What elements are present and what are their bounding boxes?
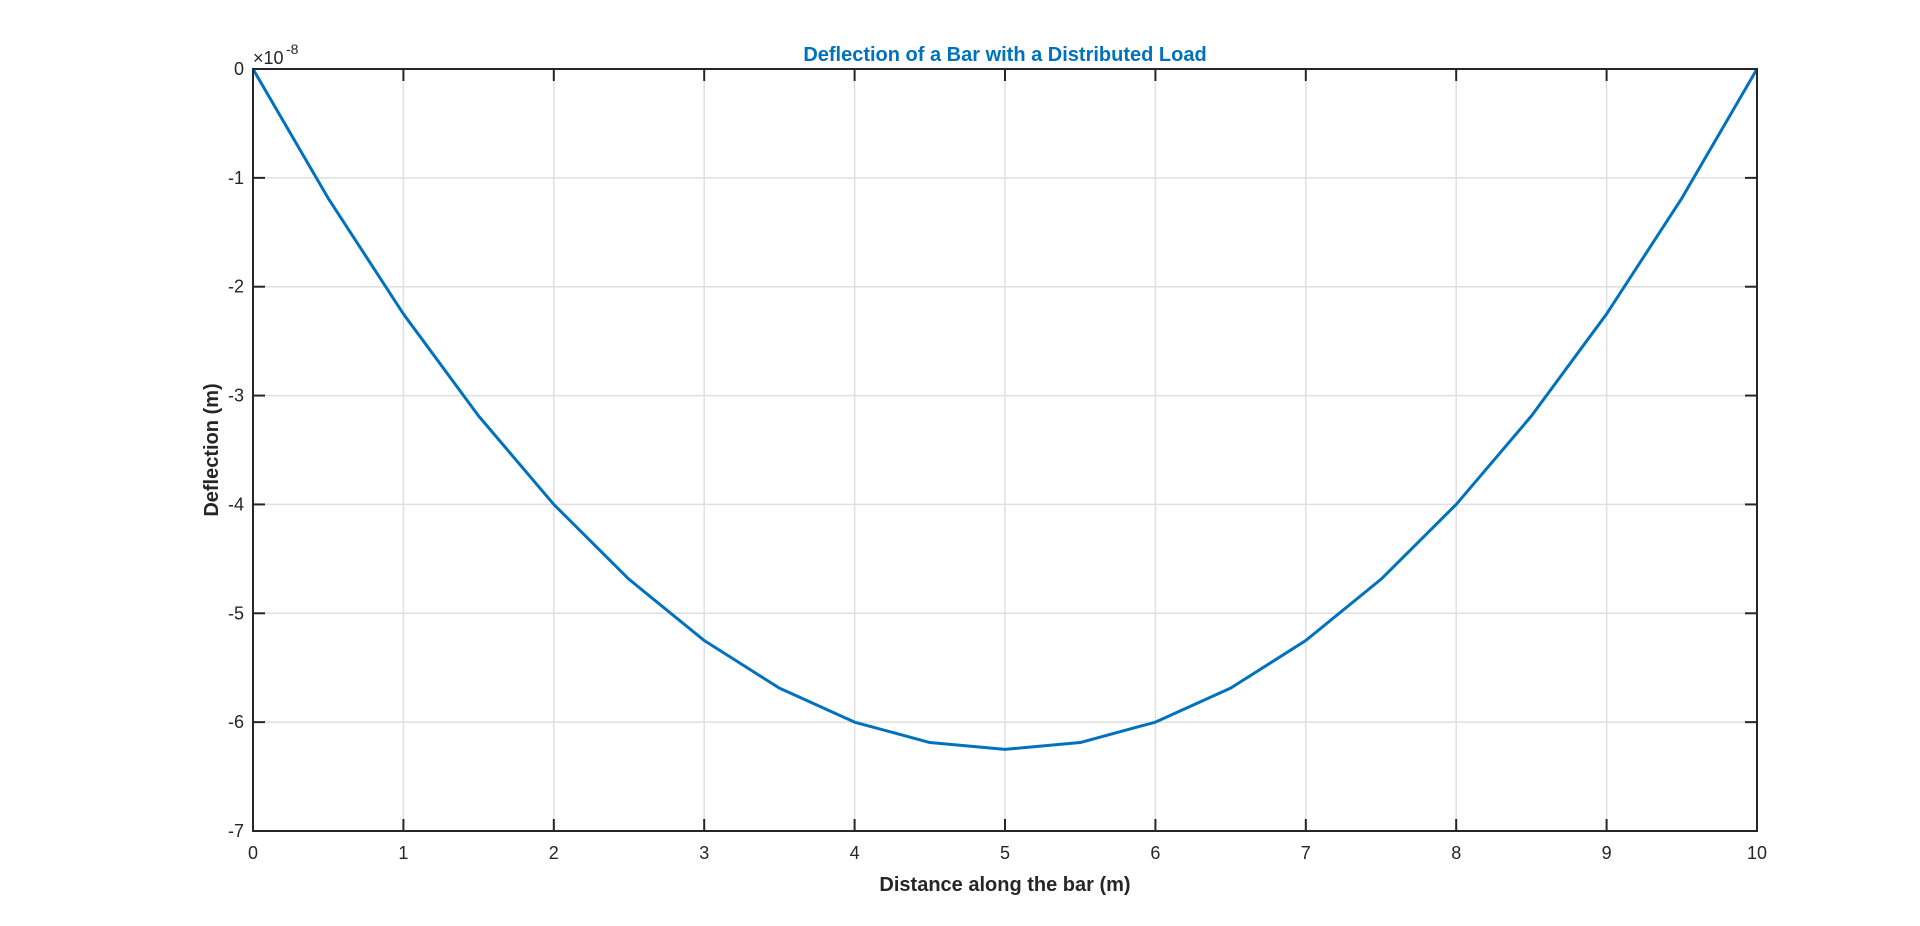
x-tick-label: 3 xyxy=(699,843,709,863)
y-tick-label: -6 xyxy=(228,712,244,732)
x-tick-label: 8 xyxy=(1451,843,1461,863)
y-tick-label: -5 xyxy=(228,603,244,623)
x-tick-label: 0 xyxy=(248,843,258,863)
x-tick-label: 2 xyxy=(549,843,559,863)
chart-title: Deflection of a Bar with a Distributed L… xyxy=(803,44,1206,66)
y-tick-label: -2 xyxy=(228,277,244,297)
x-tick-label: 6 xyxy=(1150,843,1160,863)
y-tick-label: -4 xyxy=(228,494,244,514)
y-axis-label: Deflection (m) xyxy=(201,383,223,516)
x-tick-label: 1 xyxy=(398,843,408,863)
y-tick-label: -1 xyxy=(228,168,244,188)
y-exponent-power: -8 xyxy=(286,41,299,57)
grid-layer xyxy=(253,69,1757,831)
y-exponent-label: ×10 -8 xyxy=(253,41,299,68)
x-tick-label: 10 xyxy=(1747,843,1767,863)
y-tick-label: -3 xyxy=(228,386,244,406)
y-exponent-base: ×10 xyxy=(253,48,284,68)
y-tick-label: -7 xyxy=(228,821,244,841)
x-tick-label: 5 xyxy=(1000,843,1010,863)
x-tick-label: 4 xyxy=(850,843,860,863)
y-tick-label: 0 xyxy=(234,59,244,79)
x-tick-label: 7 xyxy=(1301,843,1311,863)
x-axis-label: Distance along the bar (m) xyxy=(879,874,1130,896)
x-tick-label: 9 xyxy=(1602,843,1612,863)
tick-label-layer: 0 1 2 3 4 5 6 7 8 9 10 0 -1 -2 -3 -4 -5 -6 -7 xyxy=(228,59,1767,863)
tick-layer xyxy=(252,68,1758,832)
